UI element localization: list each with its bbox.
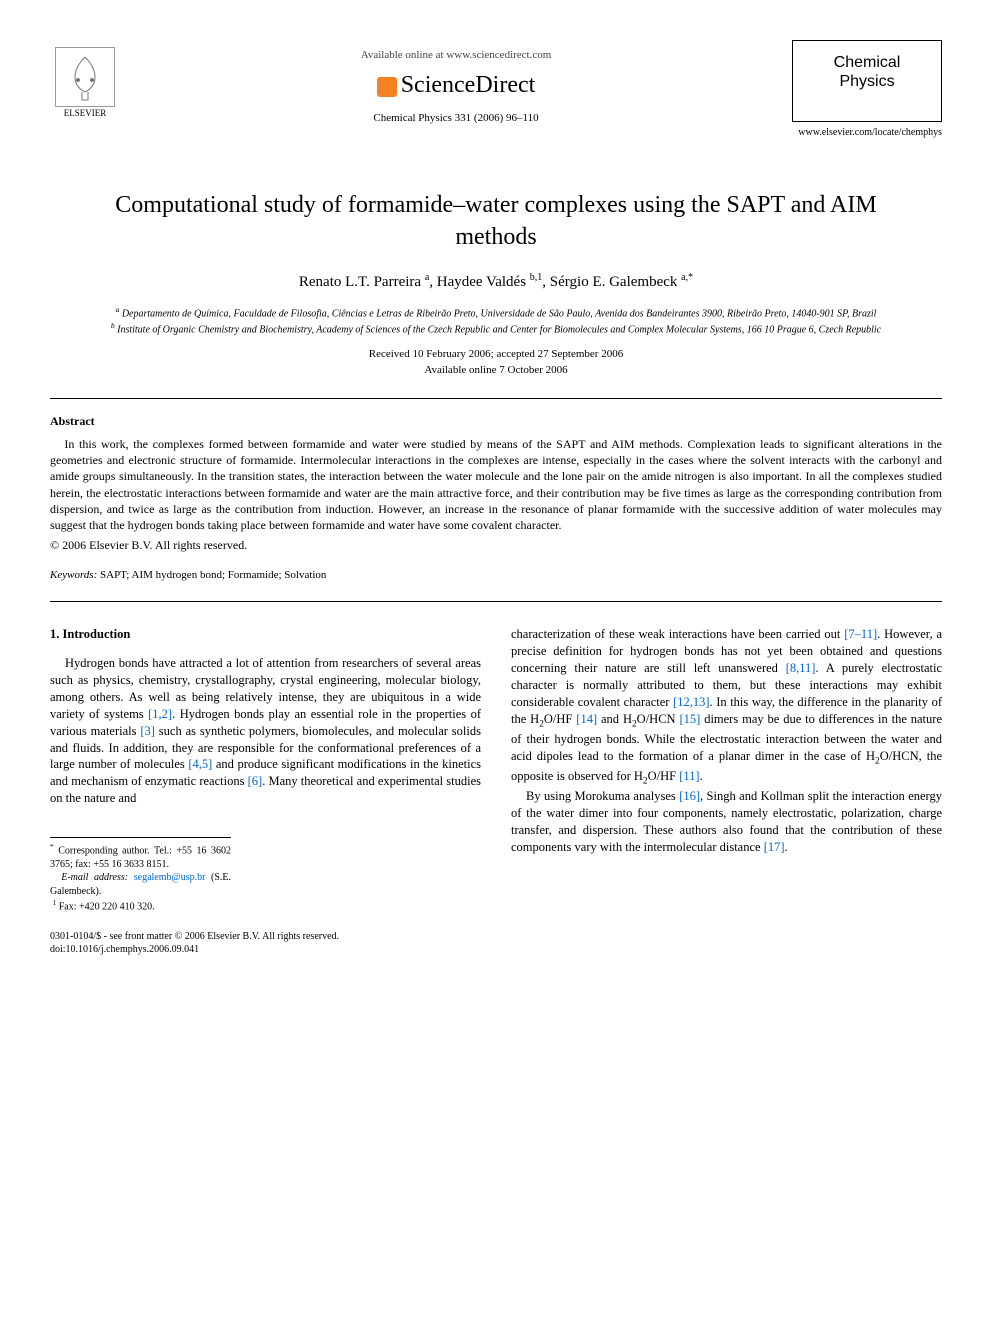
article-title: Computational study of formamide–water c… [90, 190, 902, 252]
elsevier-logo: ELSEVIER [50, 40, 120, 120]
author-3-affil: a,* [681, 272, 693, 283]
affiliations: a Departamento de Química, Faculdade de … [90, 305, 902, 338]
bottom-meta: 0301-0104/$ - see front matter © 2006 El… [50, 930, 942, 956]
abstract-body: In this work, the complexes formed betwe… [50, 436, 942, 533]
intro-para-1-cont: characterization of these weak interacti… [511, 626, 942, 788]
authors: Renato L.T. Parreira a, Haydee Valdés b,… [50, 271, 942, 293]
two-column-body: 1. Introduction Hydrogen bonds have attr… [50, 626, 942, 914]
t: O/HCN [637, 712, 680, 726]
ref-link[interactable]: [11] [679, 769, 699, 783]
ref-link[interactable]: [16] [679, 789, 700, 803]
available-online-date: Available online 7 October 2006 [50, 363, 942, 378]
journal-box-wrap: Chemical Physics www.elsevier.com/locate… [792, 40, 942, 160]
sciencedirect-icon [377, 77, 397, 97]
t: and H [597, 712, 632, 726]
email-line: E-mail address: segalemb@usp.br (S.E. Ga… [50, 871, 231, 898]
journal-name-line2: Physics [801, 72, 933, 91]
available-online-text: Available online at www.sciencedirect.co… [120, 48, 792, 63]
t: O/HF [544, 712, 576, 726]
ref-link[interactable]: [7–11] [844, 627, 877, 641]
elsevier-label: ELSEVIER [64, 107, 107, 120]
front-matter: 0301-0104/$ - see front matter © 2006 El… [50, 930, 942, 943]
ref-link[interactable]: [1,2] [148, 707, 172, 721]
footnotes: * Corresponding author. Tel.: +55 16 360… [50, 837, 231, 914]
intro-para-2: By using Morokuma analyses [16], Singh a… [511, 788, 942, 856]
rule-top [50, 398, 942, 399]
sep: , [542, 274, 550, 290]
t: . [785, 840, 788, 854]
author-2-affil: b,1 [530, 272, 543, 283]
affiliation-a-text: Departamento de Química, Faculdade de Fi… [122, 308, 877, 319]
journal-name-line1: Chemical [801, 53, 933, 72]
keywords-label: Keywords: [50, 569, 97, 581]
ref-link[interactable]: [3] [140, 724, 155, 738]
ref-link[interactable]: [8,11] [786, 661, 816, 675]
elsevier-tree-icon [55, 47, 115, 107]
affiliation-b: b Institute of Organic Chemistry and Bio… [90, 321, 902, 337]
abstract-copyright: © 2006 Elsevier B.V. All rights reserved… [50, 537, 942, 554]
t: By using Morokuma analyses [526, 789, 679, 803]
header-row: ELSEVIER Available online at www.science… [50, 40, 942, 160]
journal-url: www.elsevier.com/locate/chemphys [792, 126, 942, 140]
affiliation-a: a Departamento de Química, Faculdade de … [90, 305, 902, 321]
t: characterization of these weak interacti… [511, 627, 844, 641]
ref-link[interactable]: [15] [679, 712, 700, 726]
author-2: Haydee Valdés [437, 274, 530, 290]
ref-link[interactable]: [17] [764, 840, 785, 854]
article-dates: Received 10 February 2006; accepted 27 S… [50, 347, 942, 378]
ref-link[interactable]: [6] [248, 774, 263, 788]
email-link[interactable]: segalemb@usp.br [134, 872, 206, 883]
t: O/HF [648, 769, 680, 783]
author-3: Sérgio E. Galembeck [550, 274, 681, 290]
abstract-heading: Abstract [50, 413, 942, 430]
affiliation-b-text: Institute of Organic Chemistry and Bioch… [117, 324, 881, 335]
t: . [700, 769, 703, 783]
doi: doi:10.1016/j.chemphys.2006.09.041 [50, 943, 942, 956]
journal-title-box: Chemical Physics [792, 40, 942, 122]
received-accepted: Received 10 February 2006; accepted 27 S… [50, 347, 942, 362]
email-label: E-mail address: [61, 872, 128, 883]
fn1-text: Fax: +420 220 410 320. [59, 902, 155, 913]
sciencedirect-brand: ScienceDirect [120, 69, 792, 103]
intro-para-1: Hydrogen bonds have attracted a lot of a… [50, 655, 481, 807]
corresponding-author: * Corresponding author. Tel.: +55 16 360… [50, 842, 231, 871]
rule-bottom [50, 601, 942, 602]
sciencedirect-label: ScienceDirect [401, 72, 536, 98]
keywords-text: SAPT; AIM hydrogen bond; Formamide; Solv… [97, 569, 326, 581]
ref-link[interactable]: [14] [576, 712, 597, 726]
journal-reference: Chemical Physics 331 (2006) 96–110 [120, 111, 792, 126]
column-right: characterization of these weak interacti… [511, 626, 942, 914]
ref-link[interactable]: [4,5] [188, 757, 212, 771]
section-1-heading: 1. Introduction [50, 626, 481, 643]
ref-link[interactable]: [12,13] [673, 695, 709, 709]
corr-text: Corresponding author. Tel.: +55 16 3602 … [50, 845, 231, 870]
keywords: Keywords: SAPT; AIM hydrogen bond; Forma… [50, 568, 942, 583]
author-1: Renato L.T. Parreira [299, 274, 425, 290]
header-center: Available online at www.sciencedirect.co… [120, 40, 792, 126]
footnote-1: 1 Fax: +420 220 410 320. [50, 898, 231, 914]
sep: , [429, 274, 437, 290]
column-left: 1. Introduction Hydrogen bonds have attr… [50, 626, 481, 914]
